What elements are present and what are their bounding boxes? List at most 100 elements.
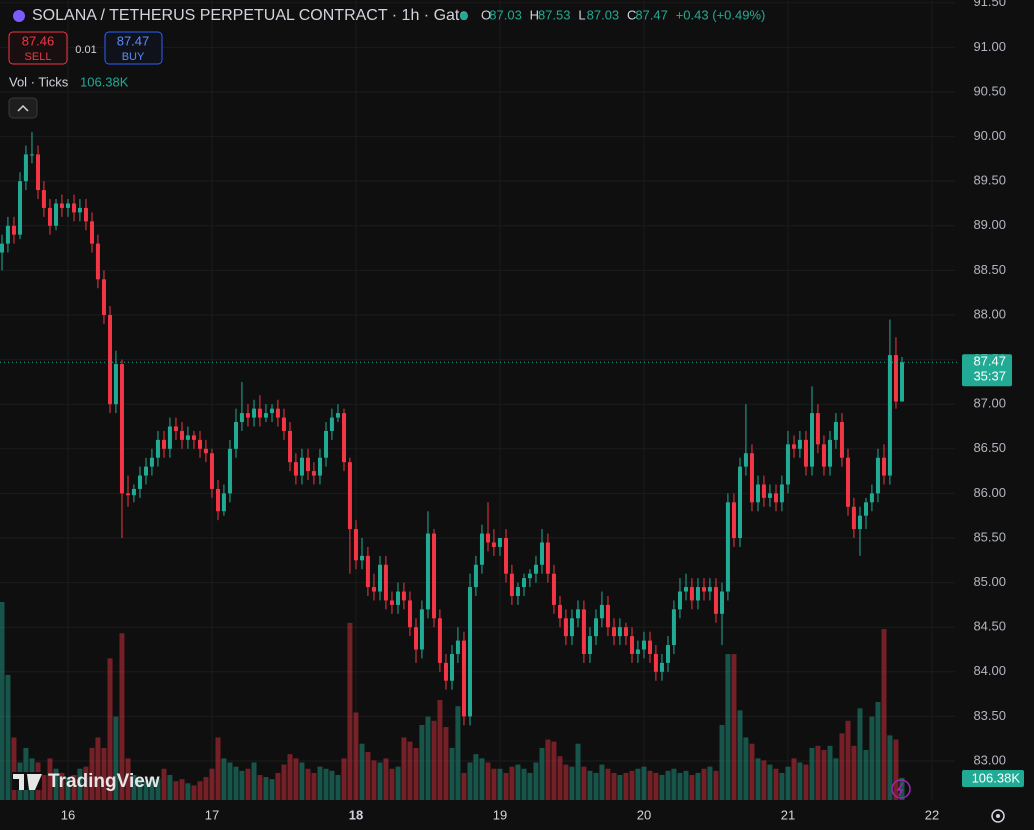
candle-body: [491, 542, 496, 547]
volume-bar: [83, 766, 89, 800]
volume-bar: [107, 658, 113, 800]
volume-bar: [413, 747, 419, 800]
volume-bar: [617, 774, 623, 800]
volume-bar: [791, 758, 797, 800]
volume-bar: [551, 741, 557, 800]
volume-bar: [653, 772, 659, 800]
candle-body: [275, 408, 280, 418]
candle-body: [617, 627, 622, 637]
volume-bar: [41, 774, 47, 800]
volume-bar: [875, 702, 881, 800]
volume-bar: [497, 768, 503, 800]
volume-bar: [191, 785, 197, 800]
candle-body: [270, 408, 275, 414]
volume-bar: [851, 745, 857, 800]
volume-bar: [77, 768, 83, 800]
volume-bar: [299, 762, 305, 800]
y-tick-label: 83.00: [973, 752, 1006, 767]
candle-body: [569, 618, 574, 637]
candle-body: [893, 355, 898, 402]
volume-bar: [773, 768, 779, 800]
candle-body: [324, 430, 329, 458]
candle-body: [18, 181, 23, 235]
volume-bar: [251, 762, 257, 800]
candle-body: [731, 502, 736, 539]
y-tick-label: 84.00: [973, 663, 1006, 678]
flash-bolt: [896, 782, 904, 797]
candle-body: [365, 555, 370, 588]
volume-bar: [317, 766, 323, 800]
volume-bar: [899, 777, 905, 800]
volume-bar: [563, 764, 569, 800]
flash-icon[interactable]: [891, 779, 911, 799]
volume-bar: [233, 766, 239, 800]
volume-bar: [203, 777, 209, 800]
candle-body: [293, 462, 298, 476]
candle-body: [846, 457, 851, 507]
candle-body: [671, 609, 676, 646]
candle-body: [108, 314, 113, 405]
candle-body: [443, 662, 448, 681]
candle-body: [11, 225, 16, 235]
volume-bar: [701, 768, 707, 800]
legend-value: 87.53: [538, 7, 571, 22]
candle-body: [713, 587, 718, 614]
candle-body: [857, 515, 862, 530]
volume-bar: [779, 772, 785, 800]
candle-body: [653, 653, 658, 672]
volume-bar: [227, 762, 233, 800]
candle-body: [810, 413, 815, 467]
candle-body: [707, 587, 712, 592]
collapse-button[interactable]: [8, 97, 38, 119]
candle-body: [684, 587, 689, 592]
volume-bar: [131, 774, 137, 800]
candle-body: [126, 493, 131, 496]
volume-bar: [731, 654, 737, 800]
sell-button[interactable]: [8, 31, 68, 65]
legend-value: 87.47: [635, 7, 668, 22]
candle-body: [113, 364, 118, 405]
candle-body: [137, 475, 142, 489]
settings-icon[interactable]: [991, 809, 1005, 823]
candle-body: [479, 533, 484, 565]
candle-body: [509, 573, 514, 596]
volume-bar: [113, 716, 119, 800]
x-tick-label: 18: [349, 807, 363, 822]
candle-body: [198, 439, 203, 449]
candle-body: [329, 417, 334, 431]
volume-bar: [179, 779, 185, 800]
volume-bar: [155, 779, 161, 800]
volume-bar: [101, 747, 107, 800]
candle-body: [594, 618, 599, 637]
candle-body: [720, 591, 725, 614]
candle-body: [167, 426, 172, 449]
x-tick-label: 16: [61, 807, 75, 822]
candle-body: [263, 413, 268, 418]
volume-bar: [323, 768, 329, 800]
volume-bar: [377, 762, 383, 800]
candle-body: [900, 362, 905, 402]
candle-body: [288, 430, 293, 463]
volume-bar: [641, 766, 647, 800]
candle-body: [41, 190, 46, 208]
candle-body: [401, 591, 406, 601]
candle-body: [371, 587, 376, 592]
candle-body: [335, 413, 340, 418]
y-tick-label: 86.00: [973, 485, 1006, 500]
candle-body: [234, 422, 239, 449]
volume-bar: [65, 777, 71, 800]
candle-body: [5, 225, 10, 244]
candle-body: [72, 203, 77, 213]
volume-bar: [671, 768, 677, 800]
buy-button[interactable]: [104, 31, 163, 65]
volume-bar: [743, 737, 749, 800]
volume-bar: [71, 774, 77, 800]
volume-bar: [689, 774, 695, 800]
candle-body: [65, 203, 70, 208]
y-tick-label: 85.00: [973, 574, 1006, 589]
volume-bar: [575, 743, 581, 800]
volume-bar: [683, 770, 689, 800]
candle-body: [347, 462, 352, 530]
volume-bar: [587, 770, 593, 800]
